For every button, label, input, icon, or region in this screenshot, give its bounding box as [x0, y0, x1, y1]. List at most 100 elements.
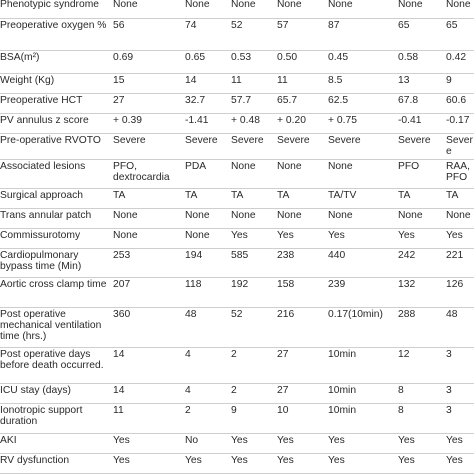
table-cell: Severe [398, 133, 446, 160]
table-cell: 239 [328, 277, 398, 308]
table-cell: Severe [277, 133, 328, 160]
table-cell: 238 [277, 248, 328, 278]
table-cell: 4 [185, 347, 231, 384]
table-cell: 253 [113, 248, 185, 278]
table-cell: 52 [231, 18, 277, 51]
table-row: Associated lesions PFO, dextrocardia PDA No… [0, 159, 474, 189]
table-cell: 8 [398, 403, 446, 434]
table-cell: 440 [328, 248, 398, 278]
table-cell: 52 [231, 307, 277, 348]
table-cell: Yes [113, 453, 185, 474]
table-cell: -0.41 [398, 113, 446, 134]
table-cell: 192 [231, 277, 277, 308]
table-cell: 62.5 [328, 93, 398, 114]
table-cell: None [113, 0, 185, 19]
table-cell: 0.50 [277, 50, 328, 74]
table-cell: 27 [113, 93, 185, 114]
table-cell: 11 [113, 403, 185, 434]
table-cell: Yes [446, 433, 474, 454]
table-cell: 2 [231, 383, 277, 404]
row-label: Phenotypic syndrome [0, 0, 113, 19]
table-cell: 0.17(10min) [328, 307, 398, 348]
table-cell: 14 [185, 73, 231, 94]
table-row: Preoperative HCT 27 32.7 57.7 65.7 62.5 67.8 60… [0, 93, 474, 114]
table-cell: 10 [277, 403, 328, 434]
table-cell: 0.58 [398, 50, 446, 74]
table-cell: 194 [185, 248, 231, 278]
table-cell: Yes [113, 433, 185, 454]
table-cell: + 0.20 [277, 113, 328, 134]
table-cell: Yes [446, 453, 474, 474]
table-cell: 48 [446, 307, 474, 348]
table-cell: 10min [328, 383, 398, 404]
table-cell: 4 [185, 383, 231, 404]
row-label: AKI [0, 433, 113, 454]
table-cell: 132 [398, 277, 446, 308]
table-cell: None [328, 159, 398, 189]
table-cell: RAA, PFO [446, 159, 474, 189]
table-cell: 2 [185, 403, 231, 434]
table-cell: None [328, 208, 398, 229]
table-cell: Yes [185, 453, 231, 474]
table-row: PV annulus z score + 0.39 -1.41 + 0.48 + 0.2… [0, 113, 474, 134]
row-label: Trans annular patch [0, 208, 113, 229]
table-cell: None [277, 0, 328, 19]
table-cell: Yes [446, 228, 474, 249]
row-label: Aortic cross clamp time [0, 277, 113, 308]
table-cell: PFO, dextrocardia [113, 159, 185, 189]
row-label: Associated lesions [0, 159, 113, 189]
table-cell: 74 [185, 18, 231, 51]
table-row: Surgical approach TA TA TA TA TA/TV TA TA [0, 188, 474, 209]
table-cell: None [446, 0, 474, 19]
table-cell: None [398, 208, 446, 229]
table-cell: Yes [328, 433, 398, 454]
table-cell: None [446, 208, 474, 229]
table-cell: No [185, 433, 231, 454]
table-cell: None [328, 0, 398, 19]
table-cell: None [398, 0, 446, 19]
table-cell: None [185, 228, 231, 249]
row-label: Preoperative oxygen % [0, 18, 113, 51]
table-cell: Yes [231, 228, 277, 249]
table-row: RV dysfunction Yes Yes Yes Yes Yes Yes Yes [0, 453, 474, 474]
table-cell: 14 [113, 383, 185, 404]
table-cell: TA/TV [328, 188, 398, 209]
table-cell: 3 [446, 383, 474, 404]
row-label: Weight (Kg) [0, 73, 113, 94]
table-cell: Yes [398, 453, 446, 474]
table-cell: 10min [328, 347, 398, 384]
table-row: AKI Yes No Yes Yes Yes Yes Yes [0, 433, 474, 454]
table-cell: 56 [113, 18, 185, 51]
row-label: Post operative mechanical ventilation ti… [0, 307, 113, 348]
table-cell: 126 [446, 277, 474, 308]
table-row: Post operative days before death occurre… [0, 347, 474, 384]
table-cell: Severe [113, 133, 185, 160]
table-cell: 2 [231, 347, 277, 384]
table-row: Ionotropic support duration 11 2 9 10 10min 8 3 [0, 403, 474, 434]
table-row: Phenotypic syndrome None None None None None N… [0, 0, 474, 19]
table-cell: 12 [398, 347, 446, 384]
table-cell: 9 [231, 403, 277, 434]
table-cell: -1.41 [185, 113, 231, 134]
table-row: Preoperative oxygen % 56 74 52 57 87 65 65 [0, 18, 474, 51]
table-cell: Yes [277, 453, 328, 474]
row-label: Preoperative HCT [0, 93, 113, 114]
table-cell: 288 [398, 307, 446, 348]
table-cell: None [113, 228, 185, 249]
table-cell: 32.7 [185, 93, 231, 114]
table-row: Aortic cross clamp time 207 118 192 158 239 13… [0, 277, 474, 308]
table-cell: + 0.39 [113, 113, 185, 134]
table-cell: Yes [231, 433, 277, 454]
table-cell: None [231, 208, 277, 229]
table-cell: + 0.48 [231, 113, 277, 134]
row-label: ICU stay (days) [0, 383, 113, 404]
row-label: Surgical approach [0, 188, 113, 209]
table-row: Commissurotomy None None Yes Yes Yes Yes Yes [0, 228, 474, 249]
table-cell: TA [231, 188, 277, 209]
row-label: Ionotropic support duration [0, 403, 113, 434]
table-cell: 8.5 [328, 73, 398, 94]
table-cell: 65 [398, 18, 446, 51]
table-cell: 48 [185, 307, 231, 348]
